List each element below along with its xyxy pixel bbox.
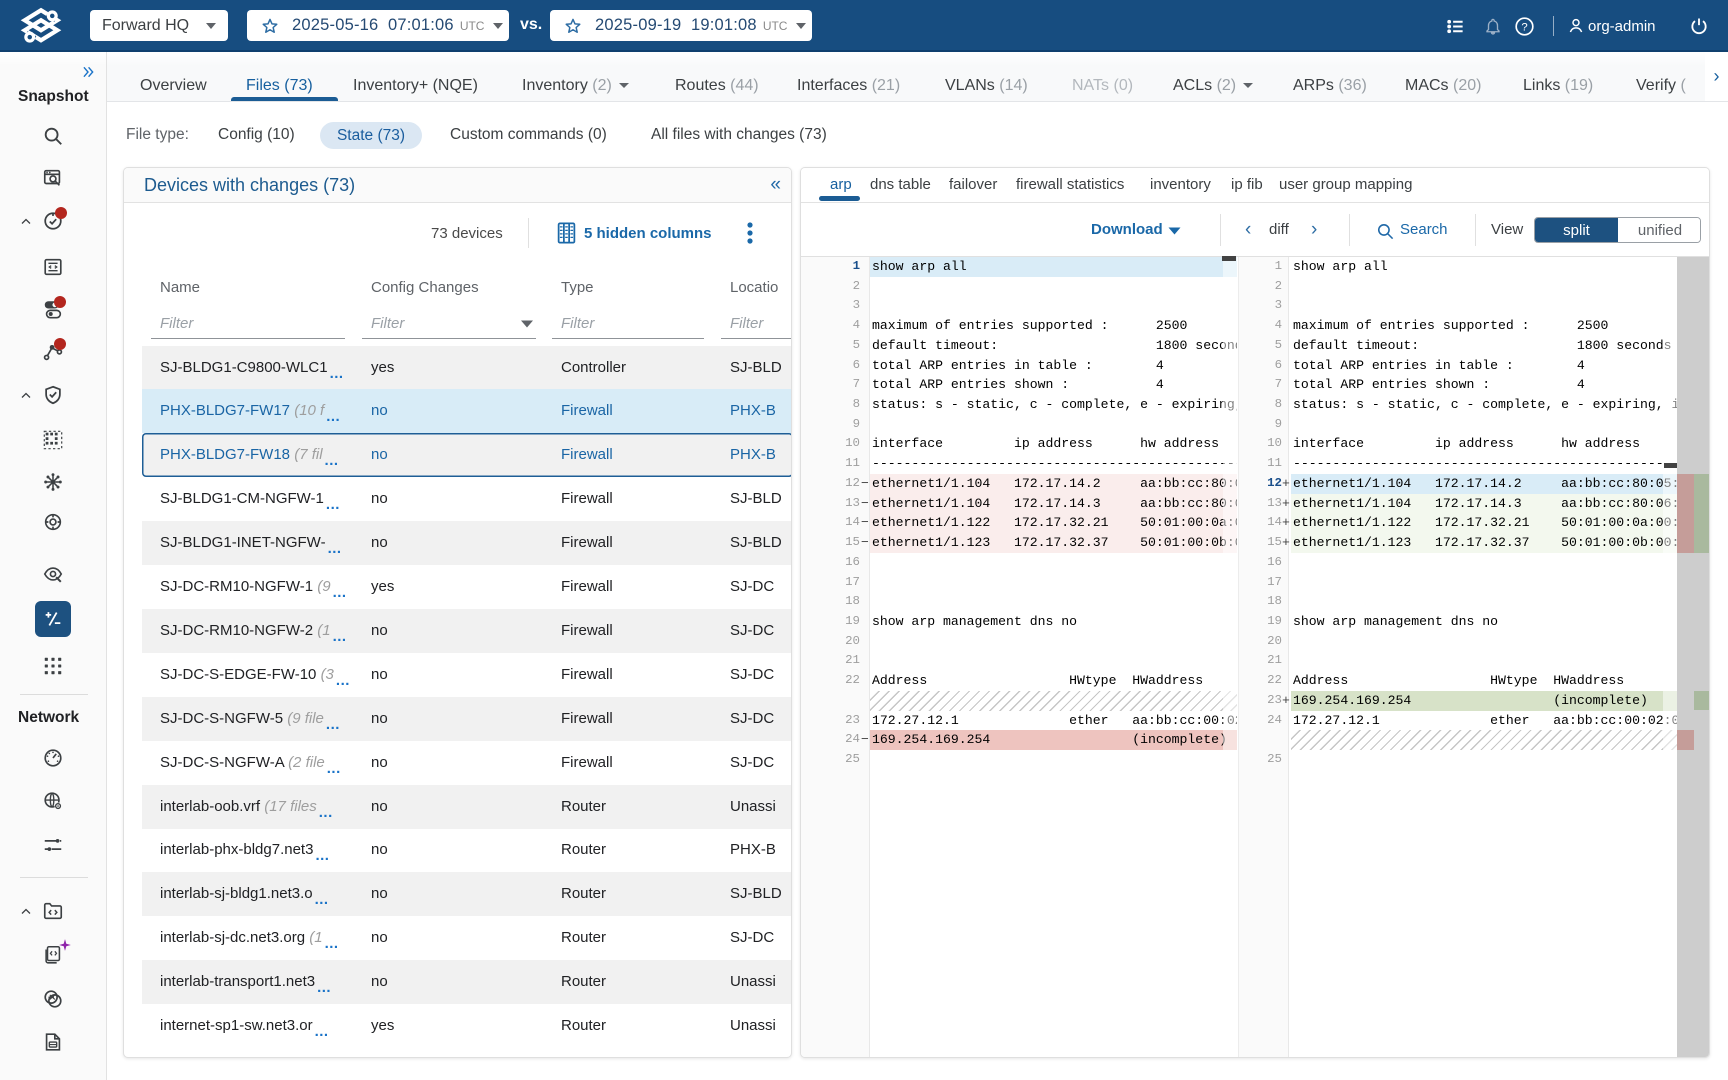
svg-text:?: ?	[1521, 21, 1527, 33]
